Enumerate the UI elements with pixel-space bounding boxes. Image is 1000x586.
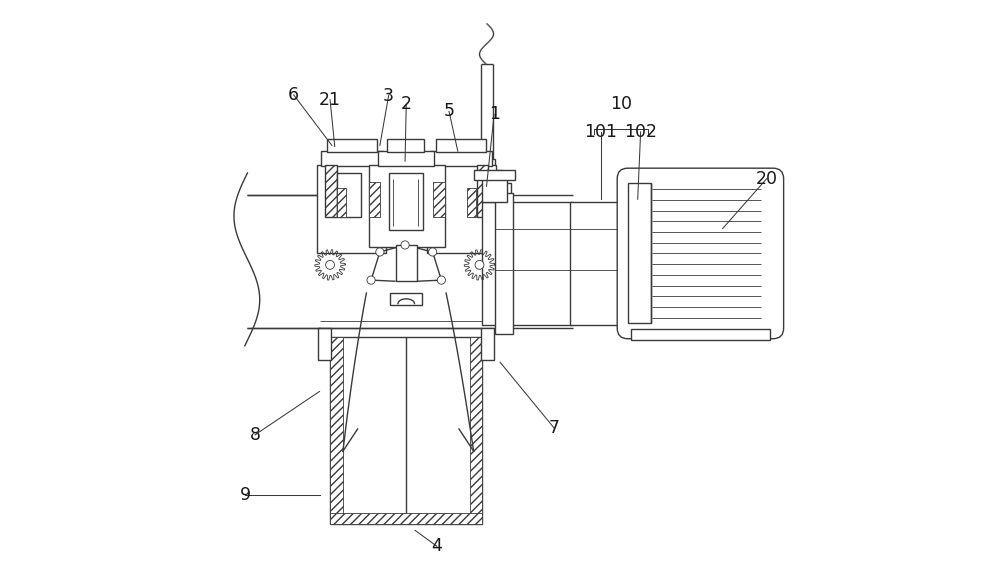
Bar [337,188,346,217]
Text: 101: 101 [584,123,617,141]
Bar [470,337,482,519]
Bar [472,159,495,170]
Text: 3: 3 [383,87,394,104]
Bar [389,173,423,230]
Bar [318,328,331,360]
Bar [430,151,492,166]
Bar [330,337,343,519]
Text: 7: 7 [548,419,559,437]
Bar [396,245,417,281]
Bar [570,202,634,325]
Circle shape [376,248,384,256]
Bar [481,328,494,360]
Bar [330,337,482,524]
Bar [436,139,486,152]
Text: 5: 5 [444,103,455,120]
Bar [477,165,488,217]
Bar [369,165,445,247]
Bar [467,188,476,217]
FancyBboxPatch shape [617,168,784,339]
Circle shape [326,260,334,270]
Circle shape [437,276,446,284]
Bar [325,165,337,217]
Circle shape [367,276,375,284]
Bar [387,139,424,152]
Bar [369,182,380,217]
Bar [573,217,588,311]
Text: 1: 1 [489,105,500,123]
Bar [378,151,434,166]
Bar [631,329,770,340]
Circle shape [401,241,409,249]
Bar [482,202,573,325]
Bar [337,173,361,217]
Bar [495,193,513,334]
Bar [465,170,502,183]
Bar [327,139,377,152]
Text: 20: 20 [756,170,778,188]
Bar [482,179,507,202]
Text: 9: 9 [240,486,251,504]
Text: 6: 6 [288,86,299,104]
Text: 102: 102 [624,123,657,141]
Text: 21: 21 [319,91,341,108]
Text: 10: 10 [610,96,632,113]
Bar [628,183,651,323]
Text: 2: 2 [401,96,412,113]
Bar [458,183,511,195]
Bar [474,170,515,180]
Bar [427,165,496,253]
Text: 4: 4 [431,537,442,555]
Bar [390,293,422,305]
Text: 8: 8 [250,426,261,444]
Bar [321,151,383,166]
Bar [433,182,445,217]
Circle shape [475,260,484,270]
Circle shape [429,248,437,256]
Bar [317,165,386,253]
Bar [330,513,482,524]
